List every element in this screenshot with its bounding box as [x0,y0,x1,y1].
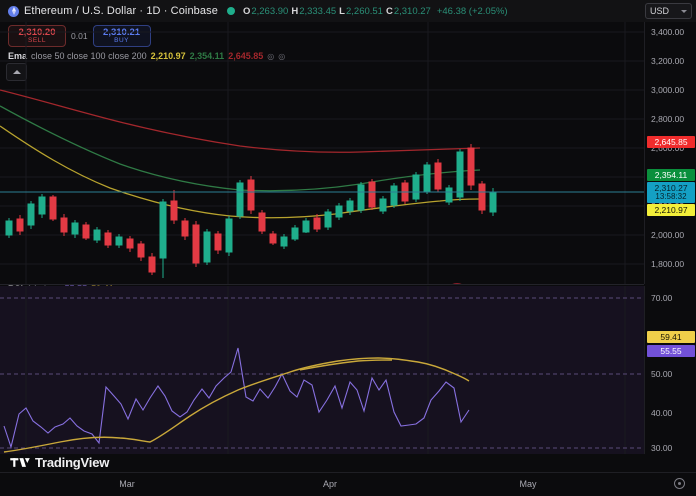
time-axis[interactable]: Mar Apr May [0,472,696,496]
ema200-line [0,89,481,153]
settings-icon[interactable]: ◎ [278,52,286,61]
ema100-price-badge[interactable]: 2,354.11 [647,169,695,181]
pane-divider[interactable] [0,284,644,285]
price-tick-2000: 2,000.00 [651,230,685,240]
ema-legend-name: Ema [8,51,28,61]
chevron-up-icon [12,70,21,74]
rsi-tick-70: 70.00 [651,293,673,303]
ohlc-close-value: 2,310.27 [393,5,431,17]
price-axis[interactable]: 3,400.00 3,200.00 3,000.00 2,800.00 2,60… [644,22,696,284]
rsi-line [3,347,328,449]
tradingview-logo: TradingView [10,455,109,470]
ema200-value: 2,645.85 [228,51,264,61]
currency-selector[interactable]: USD [645,3,692,19]
time-tick-mar: Mar [119,479,135,489]
price-tick-2800: 2,800.00 [651,114,685,124]
ethereum-icon [8,5,19,17]
candles-group [5,144,497,278]
ohlc-high-label: H [291,5,299,17]
last-price-value: 2,310.27 [654,182,688,193]
price-tick-3400: 3,400.00 [651,27,685,37]
price-tick-1800: 1,800.00 [651,259,685,269]
chart-header: Ethereum / U.S. Dollar · 1D · Coinbase O… [0,0,696,22]
rsi-chart-svg [0,286,644,454]
currency-selector-label: USD [650,6,670,16]
chart-settings-icon[interactable] [674,478,685,489]
rsi-vertical-gridlines [25,286,626,454]
ema50-price-badge[interactable]: 2,210.97 [647,204,695,216]
symbol-title[interactable]: Ethereum / U.S. Dollar · 1D · Coinbase [24,5,218,17]
rsi-level-lines [0,297,644,449]
eye-icon[interactable]: ◎ [267,52,275,61]
ema100-value: 2,354.11 [189,51,225,61]
tradingview-logo-text: TradingView [35,455,110,470]
rsi-value-badge[interactable]: 55.55 [647,345,695,357]
chart-watermark-badge [452,283,462,284]
price-tick-3000: 3,000.00 [651,85,685,95]
ohlc-open-label: O [242,5,251,17]
ema200-price-badge[interactable]: 2,645.85 [647,136,695,148]
buy-label: BUY [114,36,129,44]
ohlc-values: O 2,263.90 H 2,333.45 L 2,260.51 C 2,310.27 … [243,6,508,17]
ema-legend-params: close 50 close 100 close 200 [31,51,147,61]
price-tick-2600: 2,600.00 [651,143,685,153]
time-tick-may: May [519,479,537,489]
ohlc-open-value: 2,263.90 [251,5,289,17]
rsi-tick-50: 50.00 [651,369,673,379]
rsi-ma-line [3,357,470,453]
price-change: +46.38 (+2.05%) [436,5,508,17]
price-tick-3200: 3,200.00 [651,56,685,66]
rsi-ma-line-right [299,359,393,371]
sell-label: SELL [28,36,46,44]
ema50-value: 2,210.97 [150,51,186,61]
rsi-chart-pane[interactable] [0,286,644,454]
last-price-badge[interactable]: 2,310.27 13:58:32 [647,182,695,203]
ohlc-low-label: L [339,5,345,17]
chevron-down-icon [681,9,687,13]
rsi-tick-40: 40.00 [651,408,673,418]
tradingview-mark-icon [10,458,30,467]
rsi-tick-30: 30.00 [651,443,673,453]
time-tick-apr: Apr [322,479,338,489]
rsi-line-cont [326,376,470,427]
ohlc-close-label: C [385,5,393,17]
collapse-pane-button[interactable] [6,63,27,81]
rsi-axis[interactable]: 70.00 50.00 40.00 30.00 59.41 55.55 [644,286,696,454]
spread-value: 0.01 [71,31,88,41]
ohlc-low-value: 2,260.51 [345,5,383,17]
price-chart-svg [0,22,644,284]
market-status-dot [226,7,235,15]
last-price-countdown: 13:58:32 [655,191,687,201]
rsi-ma-badge[interactable]: 59.41 [647,331,695,343]
price-chart-pane[interactable] [0,22,644,284]
ema-legend[interactable]: Ema close 50 close 100 close 200 2,210.9… [8,51,285,61]
ohlc-high-value: 2,333.45 [299,5,337,17]
